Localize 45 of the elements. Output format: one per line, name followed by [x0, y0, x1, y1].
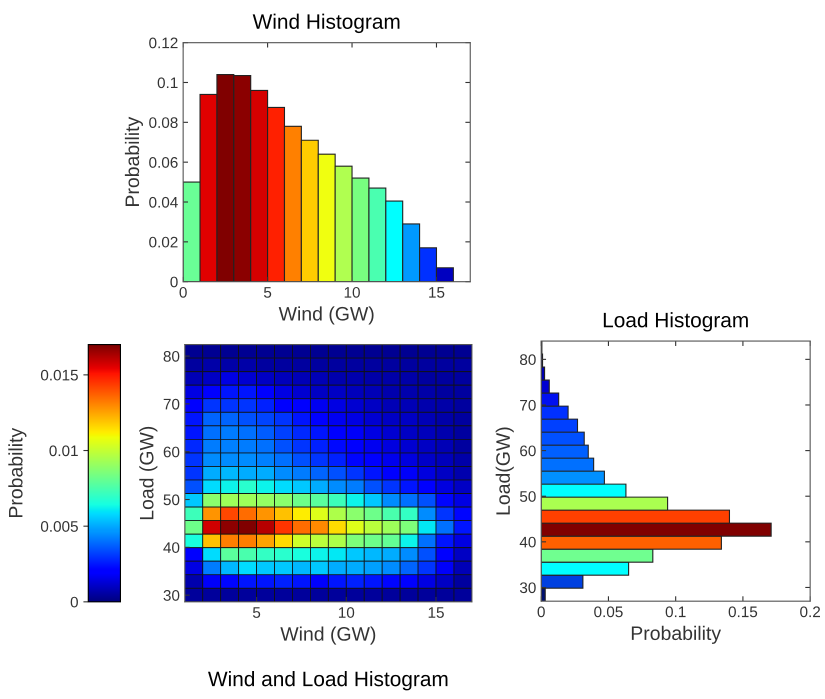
- y-tick-label: 0.1: [158, 77, 178, 88]
- x-tick-label: 0: [538, 606, 545, 618]
- y-tick-label: 30: [520, 582, 536, 594]
- chart-title: Load Histogram: [604, 312, 748, 332]
- x-tick-label: 15: [428, 607, 444, 618]
- y-tick-label: 30: [164, 590, 180, 601]
- x-tick-label: 15: [429, 287, 444, 298]
- y-tick-label: 70: [164, 398, 180, 410]
- x-axis-title: Probability: [632, 626, 722, 644]
- y-tick-label: 0.02: [149, 236, 178, 248]
- y-tick-label: 70: [520, 400, 536, 411]
- y-tick-label: 0.04: [149, 196, 178, 208]
- y-tick-label: 40: [520, 536, 536, 548]
- x-tick-label: 10: [344, 286, 360, 298]
- y-tick-label: 0: [170, 276, 178, 288]
- color-bar-label: 0.015: [40, 370, 78, 381]
- y-axis-title: Load (GW): [139, 426, 158, 520]
- y-tick-label: 0.06: [149, 157, 178, 168]
- color-bar-label: 0.01: [49, 445, 78, 456]
- color-bar-title: Probability: [8, 428, 26, 518]
- x-tick-label: 0: [180, 286, 187, 298]
- y-tick-label: 0.12: [149, 38, 178, 48]
- y-tick-label: 60: [164, 446, 180, 458]
- x-tick-label: 5: [252, 607, 260, 618]
- x-tick-label: 0.15: [728, 606, 758, 618]
- chart-title: Wind Histogram: [252, 14, 400, 34]
- x-tick-label: 0.1: [666, 606, 686, 618]
- y-tick-label: 40: [163, 542, 180, 554]
- y-axis-title: Probability: [124, 116, 143, 206]
- x-axis-title: Wind (GW): [280, 626, 376, 645]
- y-tick-label: 0.08: [149, 117, 178, 128]
- y-axis-title: Load(GW): [496, 427, 514, 514]
- color-bar-label: 0.005: [40, 521, 78, 532]
- x-tick-label: 10: [338, 607, 354, 618]
- x-tick-label: 5: [264, 287, 272, 298]
- x-axis-title: Wind (GW): [278, 306, 374, 324]
- y-tick-label: 60: [520, 445, 536, 456]
- x-tick-label: 0.05: [594, 606, 623, 618]
- color-bar-label: 0: [70, 596, 78, 608]
- y-tick-label: 80: [520, 354, 536, 366]
- y-tick-label: 80: [164, 350, 180, 362]
- y-tick-label: 50: [520, 491, 536, 502]
- text: Wind and Load Histogram: [208, 671, 448, 690]
- x-tick-label: 0.2: [800, 606, 820, 618]
- y-tick-label: 50: [164, 494, 180, 506]
